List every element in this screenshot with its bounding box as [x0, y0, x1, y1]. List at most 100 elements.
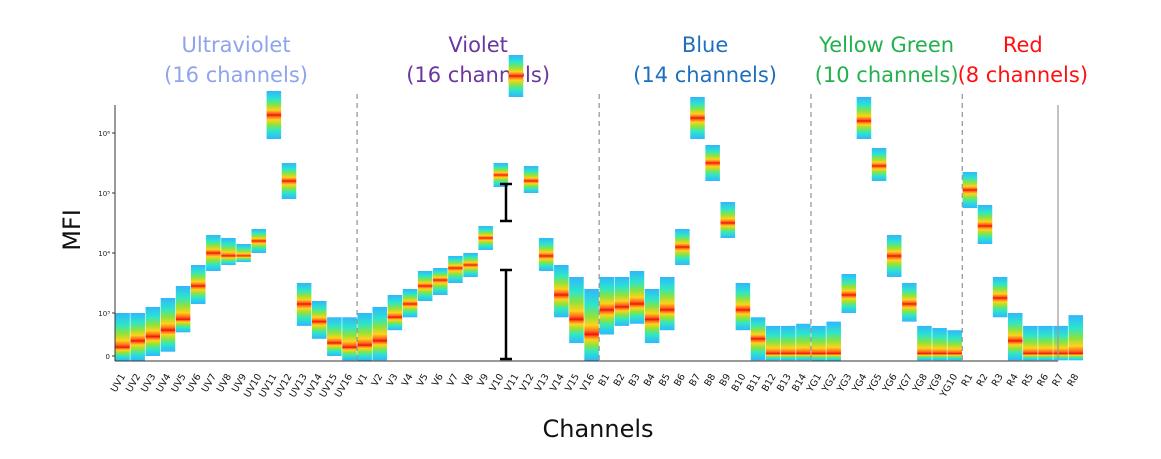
group-label-name: Violet [448, 33, 508, 57]
x-tick-label: R7 [1050, 372, 1066, 388]
channel-distribution-v3 [387, 295, 403, 331]
channel-distribution-v10 [493, 163, 509, 187]
x-tick-label: B3 [627, 372, 643, 388]
x-tick-label: V3 [385, 372, 401, 388]
x-tick-label: V14 [548, 372, 567, 394]
channel-distribution-b9 [720, 202, 736, 238]
x-tick-label: V9 [475, 372, 491, 388]
x-tick-label: V15 [563, 372, 582, 394]
group-label-name: Red [1003, 33, 1043, 57]
x-tick-label: V13 [533, 372, 552, 394]
channel-distribution-v4 [402, 289, 418, 318]
channel-distribution-b6 [675, 229, 690, 265]
channel-distribution-uv13 [296, 283, 312, 326]
channel-distribution-v2 [372, 307, 388, 361]
x-tick-label: V6 [430, 372, 446, 388]
x-tick-label: R6 [1035, 372, 1051, 388]
group-label-count: (16 channels) [406, 63, 550, 87]
x-tick-label: YG3 [835, 372, 855, 395]
x-tick-label: V12 [518, 372, 537, 394]
x-tick-label: V10 [488, 372, 507, 394]
x-tick-label: B6 [672, 372, 688, 388]
channel-distribution-uv1 [115, 313, 130, 361]
x-tick-label: B11 [745, 372, 764, 394]
x-tick-label: YG7 [895, 372, 915, 395]
x-tick-label: B4 [642, 372, 658, 388]
x-tick-label: V1 [354, 372, 370, 388]
channel-distribution-uv5 [175, 286, 191, 333]
channel-distribution-v12 [523, 166, 539, 193]
channel-distribution-r2 [977, 205, 993, 244]
channel-distribution-v6 [433, 268, 448, 295]
group-labels: Ultraviolet (16 channels) Violet (16 channe… [164, 33, 1088, 87]
x-tick-label: UV3 [139, 372, 158, 394]
channel-distribution-r5 [1023, 325, 1038, 361]
channel-distribution-r6 [1038, 325, 1053, 361]
channel-distribution-v13 [538, 238, 554, 271]
channel-distribution-yg4 [856, 97, 872, 139]
y-tick-label: 0 [106, 353, 110, 361]
y-tick-label: 10⁵ [98, 190, 110, 198]
plot-area [115, 55, 1084, 361]
x-tick-label: B10 [730, 372, 749, 394]
x-tick-label: R1 [960, 372, 976, 388]
x-tick-label: YG6 [880, 372, 900, 395]
channel-distribution-uv14 [311, 301, 327, 339]
channel-distribution-r8 [1068, 315, 1084, 361]
channel-distribution-b2 [614, 277, 630, 326]
channel-distribution-uv3 [145, 307, 161, 356]
group-label-name: Ultraviolet [182, 33, 291, 57]
y-tick-label: 10⁶ [98, 130, 110, 138]
x-tick-label: V5 [415, 372, 431, 388]
channel-distribution-yg3 [841, 274, 857, 313]
channel-distribution-b8 [705, 145, 720, 181]
channel-distribution-b14 [796, 323, 811, 361]
channel-distribution-uv2 [130, 313, 145, 361]
x-tick-label: V4 [400, 372, 416, 388]
x-tick-label: R2 [975, 372, 991, 388]
error-bar-annotations [500, 182, 512, 361]
channel-distribution-v9 [478, 226, 493, 250]
channel-distribution-r1 [962, 172, 978, 208]
x-tick-label: UV4 [154, 372, 173, 394]
x-tick-label: YG8 [910, 372, 930, 395]
x-tick-label: V16 [578, 372, 597, 394]
channel-distribution-yg5 [871, 148, 887, 181]
channel-distribution-uv8 [221, 238, 236, 265]
channel-distribution-b11 [750, 317, 766, 361]
channel-distribution-yg10 [947, 330, 962, 361]
channel-distribution-v14 [554, 265, 569, 318]
x-tick-label: B13 [775, 372, 794, 394]
group-label-count: (16 channels) [164, 63, 308, 87]
x-tick-label: B12 [760, 372, 779, 394]
channel-distribution-uv11 [266, 91, 282, 139]
channel-distribution-yg9 [932, 328, 947, 361]
channel-distribution-yg1 [811, 325, 826, 361]
channel-distribution-b1 [599, 277, 614, 335]
channel-distribution-v5 [417, 271, 433, 301]
channel-distribution-uv9 [236, 244, 251, 262]
group-label-count: (8 channels) [958, 63, 1088, 87]
x-tick-label: UV8 [215, 372, 234, 394]
x-tick-label: B5 [657, 372, 673, 388]
channel-distribution-v15 [569, 277, 584, 344]
x-tick-label: YG4 [850, 372, 870, 395]
group-label-count: (10 channels) [815, 63, 959, 87]
x-tick-label: V2 [370, 372, 386, 388]
y-axis-title: MFI [58, 209, 86, 251]
channel-distribution-r7 [1053, 325, 1068, 361]
channel-distribution-yg8 [917, 325, 932, 361]
y-tick-label: 10⁴ [98, 250, 110, 258]
x-tick-label: B9 [718, 372, 734, 388]
channel-distribution-v7 [448, 256, 463, 283]
channel-distribution-uv7 [206, 235, 221, 271]
x-tick-label: B1 [597, 372, 613, 388]
channel-distribution-b5 [659, 277, 675, 331]
channel-distribution-r4 [1007, 313, 1023, 361]
x-tick-label: V11 [503, 372, 522, 394]
channel-distribution-b7 [690, 97, 705, 139]
x-tick-label: R4 [1005, 372, 1021, 388]
channel-distribution-uv16 [342, 317, 357, 361]
channel-distribution-yg2 [826, 321, 841, 361]
